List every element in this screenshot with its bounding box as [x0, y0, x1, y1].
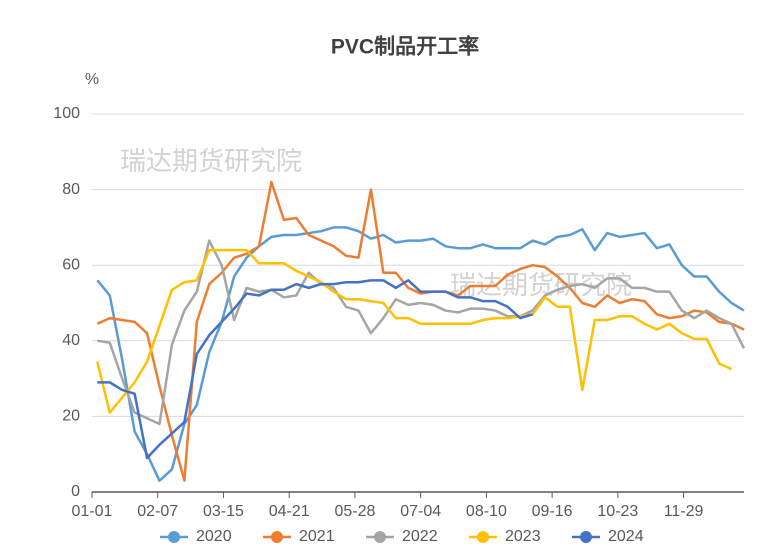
x-tick-label: 09-16	[532, 503, 573, 520]
legend-label: 2022	[402, 528, 438, 545]
y-tick-label: 80	[62, 181, 80, 198]
x-tick-label: 01-01	[72, 503, 113, 520]
legend-marker	[271, 531, 283, 543]
series-line	[96, 180, 745, 482]
legend-marker	[168, 531, 180, 543]
x-tick-label: 11-29	[664, 503, 704, 520]
y-tick-label: 100	[53, 105, 80, 122]
x-tick-label: 08-10	[466, 503, 507, 520]
legend-marker	[477, 531, 489, 543]
series-line	[96, 226, 745, 482]
x-tick-label: 07-04	[400, 503, 441, 520]
x-tick-label: 04-21	[269, 503, 310, 520]
watermark: 瑞达期货研究院	[120, 146, 302, 176]
series-line	[96, 248, 733, 414]
legend-marker	[580, 531, 592, 543]
legend-marker	[374, 531, 386, 543]
y-tick-label: 0	[71, 483, 80, 500]
y-tick-label: 40	[62, 332, 80, 349]
x-tick-label: 03-15	[203, 503, 244, 520]
legend-label: 2020	[196, 528, 232, 545]
legend-label: 2021	[299, 528, 335, 545]
chart-title: PVC制品开工率	[331, 35, 479, 59]
x-tick-label: 05-28	[334, 503, 375, 520]
series-line	[97, 279, 533, 460]
y-tick-label: 60	[62, 256, 80, 273]
legend-label: 2024	[608, 528, 644, 545]
x-tick-label: 02-07	[137, 503, 178, 520]
legend-label: 2023	[505, 528, 541, 545]
x-tick-label: 10-23	[597, 503, 638, 520]
y-axis-label: %	[85, 71, 99, 88]
y-tick-label: 20	[62, 408, 80, 425]
series-line	[97, 239, 746, 426]
